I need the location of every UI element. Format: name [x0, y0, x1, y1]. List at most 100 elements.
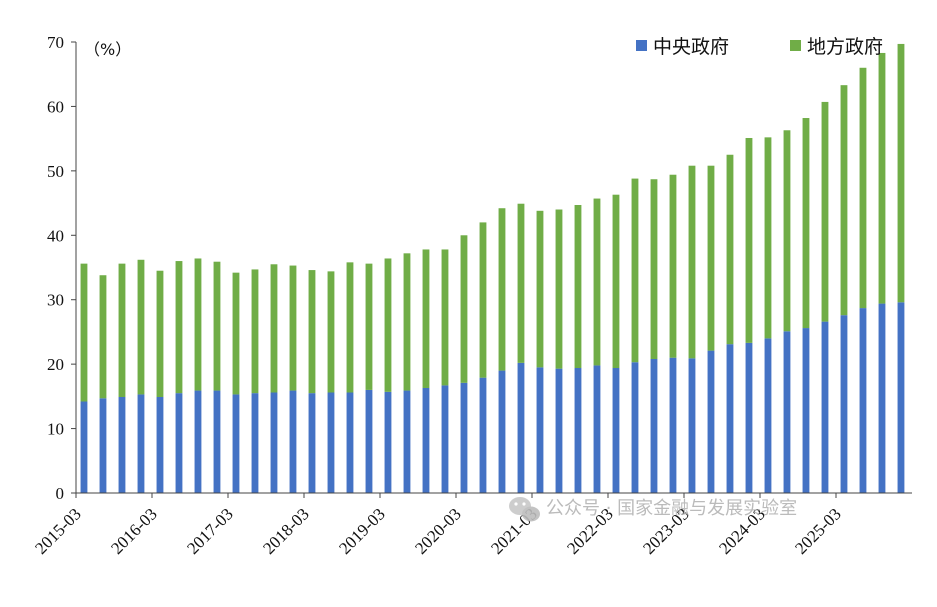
- bar-local-2016-06: [175, 261, 183, 394]
- bar-central-2025-12: [897, 302, 905, 493]
- bar-local-2021-09: [574, 205, 582, 369]
- bar-local-2021-03: [536, 210, 544, 368]
- bar-central-2021-03: [536, 367, 544, 493]
- bar-local-2025-03: [840, 85, 848, 316]
- y-tick-label-40: 40: [47, 226, 64, 245]
- bar-local-2025-06: [859, 67, 867, 309]
- bar-central-2015-12: [137, 394, 145, 493]
- bar-local-2020-06: [479, 222, 487, 378]
- bar-local-2015-12: [137, 259, 145, 395]
- bar-local-2017-12: [289, 265, 297, 391]
- bar-central-2025-03: [840, 315, 848, 493]
- bar-local-2022-12: [669, 174, 677, 358]
- bar-local-2015-09: [118, 263, 126, 398]
- bar-central-2016-03: [156, 397, 164, 493]
- bar-layer: [80, 43, 905, 493]
- legend-swatch-central: [636, 40, 647, 51]
- bar-local-2018-12: [365, 263, 373, 390]
- bar-local-2020-12: [517, 203, 525, 363]
- bar-local-2023-09: [726, 154, 734, 345]
- bar-central-2019-03: [384, 391, 392, 493]
- bar-central-2019-12: [441, 385, 449, 493]
- legend-label-local: 地方政府: [807, 36, 883, 58]
- bar-local-2024-06: [783, 130, 791, 332]
- bar-central-2025-09: [878, 303, 886, 493]
- bar-local-2019-12: [441, 249, 449, 386]
- bar-central-2018-12: [365, 389, 373, 493]
- axes: 0 10 20 30 40 50 60 70 2015-03 2016-03 2017-03 2018…: [31, 33, 912, 558]
- bar-local-2025-12: [897, 43, 905, 303]
- bar-central-2020-03: [460, 382, 468, 493]
- bar-central-2024-12: [821, 321, 829, 493]
- bar-local-2019-09: [422, 249, 430, 388]
- bar-local-2022-09: [650, 179, 658, 359]
- bar-local-2016-12: [213, 261, 221, 391]
- bar-central-2019-09: [422, 387, 430, 493]
- bar-central-2023-03: [688, 358, 696, 493]
- bar-central-2020-09: [498, 370, 506, 493]
- bar-local-2021-12: [593, 198, 601, 366]
- bar-central-2022-03: [612, 368, 620, 493]
- bar-central-2017-12: [289, 390, 297, 493]
- bar-local-2020-03: [460, 235, 468, 383]
- y-tick-label-10: 10: [47, 420, 64, 439]
- bar-central-2024-09: [802, 328, 810, 493]
- x-tick-label-2019-03: 2019-03: [335, 504, 389, 558]
- bar-local-2019-06: [403, 253, 411, 391]
- bar-local-2015-03: [80, 263, 88, 402]
- bar-central-2023-09: [726, 344, 734, 493]
- bar-local-2015-06: [99, 275, 107, 399]
- x-tick-label-2015-03: 2015-03: [31, 504, 85, 558]
- bar-local-2024-09: [802, 118, 810, 329]
- y-tick-label-70: 70: [47, 33, 64, 52]
- bar-local-2016-03: [156, 270, 164, 398]
- x-tick-label-2025-03: 2025-03: [791, 504, 845, 558]
- bar-central-2021-12: [593, 365, 601, 493]
- bar-central-2020-06: [479, 377, 487, 493]
- y-tick-label-60: 60: [47, 97, 64, 116]
- bar-central-2016-12: [213, 390, 221, 493]
- bar-central-2017-06: [251, 393, 259, 493]
- bar-central-2017-09: [270, 392, 278, 493]
- y-tick-label-30: 30: [47, 291, 64, 310]
- bar-local-2018-03: [308, 270, 316, 394]
- bar-local-2017-09: [270, 264, 278, 393]
- bar-local-2023-06: [707, 165, 715, 351]
- bar-local-2024-03: [764, 137, 772, 339]
- legend-label-central: 中央政府: [653, 36, 729, 58]
- bar-local-2024-12: [821, 101, 829, 322]
- watermark: 公众号 · 国家金融与发展实验室: [509, 497, 797, 522]
- bar-central-2019-06: [403, 390, 411, 493]
- bar-local-2018-09: [346, 262, 354, 393]
- bar-central-2018-06: [327, 392, 335, 493]
- bar-local-2023-12: [745, 137, 753, 343]
- bar-central-2017-03: [232, 394, 240, 493]
- y-tick-label-0: 0: [56, 484, 65, 503]
- bar-central-2018-03: [308, 393, 316, 493]
- y-tick-label-20: 20: [47, 355, 64, 374]
- legend: 中央政府 地方政府: [636, 36, 883, 58]
- bar-central-2022-12: [669, 357, 677, 493]
- bar-local-2025-09: [878, 52, 886, 304]
- bar-central-2015-06: [99, 398, 107, 493]
- bar-local-2019-03: [384, 258, 392, 392]
- bar-local-2020-09: [498, 208, 506, 371]
- bar-local-2017-06: [251, 269, 259, 394]
- bar-local-2021-06: [555, 209, 563, 369]
- bar-central-2022-09: [650, 358, 658, 493]
- legend-swatch-local: [790, 40, 801, 51]
- x-tick-label-2016-03: 2016-03: [107, 504, 161, 558]
- bar-central-2024-06: [783, 331, 791, 493]
- x-tick-label-2017-03: 2017-03: [183, 504, 237, 558]
- bar-local-2016-09: [194, 258, 202, 391]
- bar-central-2016-06: [175, 393, 183, 493]
- bar-central-2018-09: [346, 392, 354, 493]
- bar-local-2023-03: [688, 165, 696, 359]
- bar-central-2025-06: [859, 308, 867, 493]
- bar-central-2021-09: [574, 368, 582, 493]
- bar-local-2022-03: [612, 194, 620, 369]
- watermark-text: 公众号 · 国家金融与发展实验室: [546, 498, 797, 519]
- bar-central-2024-03: [764, 338, 772, 493]
- bar-central-2022-06: [631, 362, 639, 493]
- bar-central-2023-06: [707, 350, 715, 493]
